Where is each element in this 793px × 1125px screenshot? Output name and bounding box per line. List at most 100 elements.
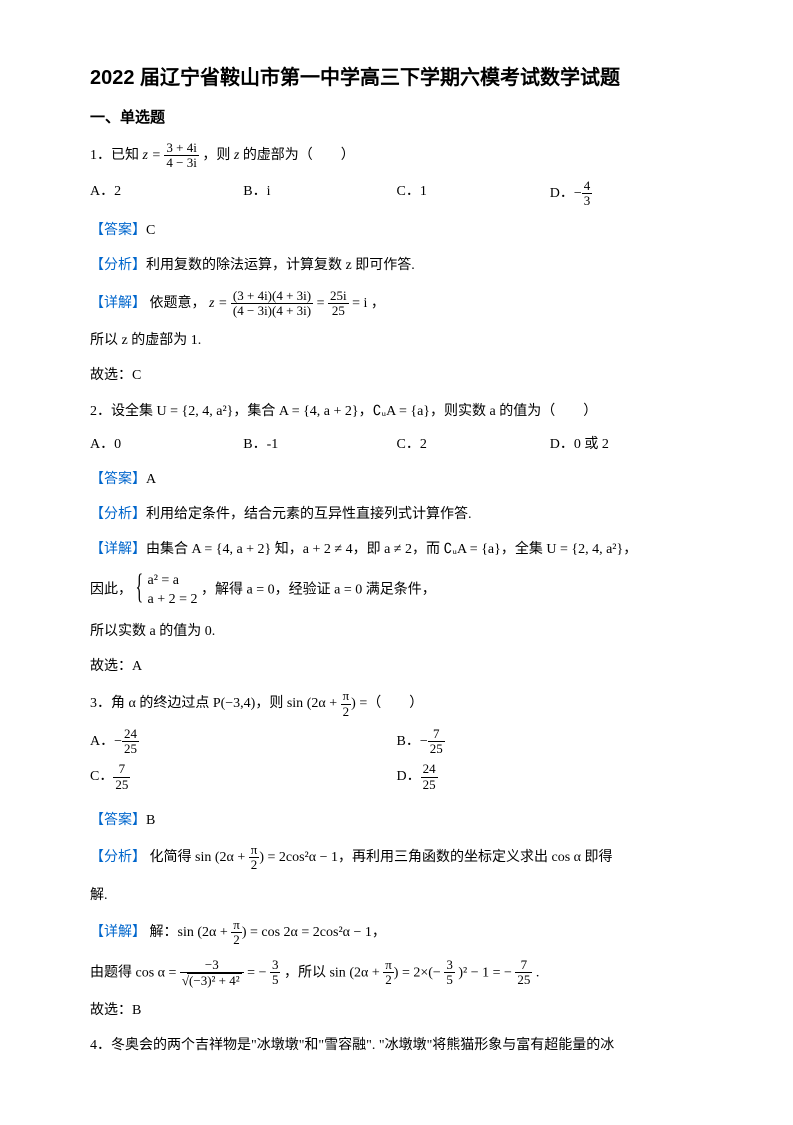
den: 25 [328,304,349,318]
doc-title: 2022 届辽宁省鞍山市第一中学高三下学期六模考试数学试题 [90,60,703,96]
eq: z = [209,296,227,311]
option-c: C．725 [90,762,397,792]
q3-analysis: 【分析】 化简得 sin (2α + π2) = 2cos²α − 1，再利用三… [90,843,703,873]
q1-detail: 【详解】 依题意， z = (3 + 4i)(4 + 3i)(4 − 3i)(4… [90,289,703,319]
paren: ) [351,696,356,711]
frac: 725 [113,762,130,792]
label: B． [397,734,420,749]
text: )² − 1 = − [458,965,512,980]
answer-label: 【答案】 [90,813,146,828]
frac: 725 [428,727,445,757]
text: 由题得 cos α = [90,965,176,980]
num: 4 [582,179,593,194]
frac: 3 + 4i 4 − 3i [164,141,198,171]
frac: π2 [383,958,394,988]
sys-line: a + 2 = 2 [148,592,198,607]
eq: = i ， [352,296,385,311]
label: D． [550,186,574,201]
text: =（ ） [359,696,423,711]
q3-line3: 故选：B [90,998,703,1023]
text: 的虚部为（ ） [243,148,355,163]
frac: π2 [249,843,260,873]
num: π [341,689,352,704]
text: = − [247,965,266,980]
num: −3 [180,958,244,973]
num: π [383,958,394,973]
option-d: D．−43 [550,179,703,209]
den: 5 [444,973,455,987]
section-header: 一、单选题 [90,104,703,131]
sys-line: a² = a [148,573,180,588]
sqrt: (−3)² + 4² [187,973,242,988]
option-c: C．1 [397,179,550,209]
q3-analysis-cont: 解. [90,883,703,908]
den: 2 [231,933,242,947]
label: A． [90,734,114,749]
den: 25 [113,778,130,792]
q3-options: A．−2425 B．−725 C．725 D．2425 [90,727,703,798]
q1-options: A．2 B．i C．1 D．−43 [90,179,703,209]
text: ，则 [202,148,234,163]
answer-label: 【答案】 [90,472,146,487]
q2-detail: 【详解】由集合 A = {4, a + 2} 知，a + 2 ≠ 4，即 a ≠… [90,537,703,562]
num: 3 [270,958,281,973]
analysis: 利用给定条件，结合元素的互异性直接列式计算作答. [146,507,472,522]
frac: 725 [515,958,532,988]
analysis: 利用复数的除法运算，计算复数 z 即可作答. [146,258,415,273]
num: (3 + 4i)(4 + 3i) [231,289,313,304]
detail: 由集合 A = {4, a + 2} 知，a + 2 ≠ 4，即 a ≠ 2，而… [146,542,637,557]
q1-line: 所以 z 的虚部为 1. [90,328,703,353]
inner: 2α + [354,965,380,980]
text: . [536,965,540,980]
text: 化简得 sin [150,850,212,865]
text: ，所以 sin [284,965,346,980]
q3-answer: 【答案】B [90,808,703,833]
label: D． [397,769,421,784]
num: 7 [515,958,532,973]
q2-line: 故选：A [90,654,703,679]
q2-system: 因此， a² = a a + 2 = 2 ，解得 a = 0，经验证 a = 0… [90,572,703,608]
q1-analysis: 【分析】利用复数的除法运算，计算复数 z 即可作答. [90,253,703,278]
option-d: D．2425 [397,762,704,792]
inner: 2α + [220,850,246,865]
q2-analysis: 【分析】利用给定条件，结合元素的互异性直接列式计算作答. [90,502,703,527]
num: 24 [421,762,438,777]
inner: 2α + [311,696,337,711]
frac: π2 [231,918,242,948]
option-b: B．−725 [397,727,704,757]
den: 25 [421,778,438,792]
frac: π2 [341,689,352,719]
num: 24 [122,727,139,742]
option-d: D．0 或 2 [550,432,703,457]
text: = 2×(− [402,965,441,980]
num: 25i [328,289,349,304]
detail-label: 【详解】 [90,925,146,940]
frac: 2425 [421,762,438,792]
analysis-label: 【分析】 [90,850,146,865]
eq: = [317,296,325,311]
frac: 25i25 [328,289,349,319]
num: 3 [444,958,455,973]
analysis-label: 【分析】 [90,258,146,273]
den: 25 [515,973,532,987]
option-a: A．−2425 [90,727,397,757]
text: 解：sin [150,925,194,940]
q2-stem: 2．设全集 U = {2, 4, a²}，集合 A = {4, a + 2}，∁… [90,399,703,424]
option-b: B．-1 [243,432,396,457]
brace-system: a² = a a + 2 = 2 [136,572,198,608]
den: 2 [341,705,352,719]
option-a: A．2 [90,179,243,209]
num: 3 + 4i [164,141,198,156]
frac: (3 + 4i)(4 + 3i)(4 − 3i)(4 + 3i) [231,289,313,319]
frac: 35 [270,958,281,988]
frac: 2425 [122,727,139,757]
num: π [249,843,260,858]
answer: A [146,472,156,487]
answer-label: 【答案】 [90,223,146,238]
q2-line: 所以实数 a 的值为 0. [90,619,703,644]
answer: B [146,813,155,828]
frac: 43 [582,179,593,209]
label: C． [90,769,113,784]
den: 5 [270,973,281,987]
text: 依题意， [150,296,206,311]
